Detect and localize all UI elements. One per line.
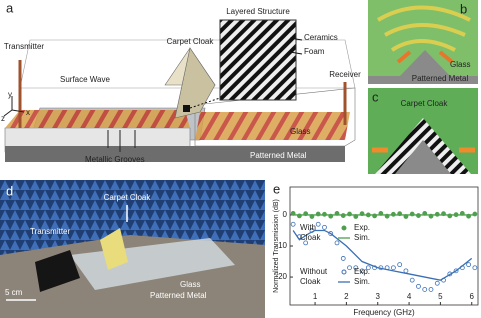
data-point [290, 221, 296, 227]
panel-b: b Glass Patterned Metal [368, 0, 478, 84]
label: Foam [304, 47, 325, 56]
legend-label: Exp. [354, 223, 370, 232]
data-point [340, 256, 346, 261]
panel-letter: d [6, 183, 13, 198]
legend-group-label: With [300, 223, 316, 232]
data-point [434, 280, 440, 286]
panel-c: c Carpet Cloak [368, 88, 478, 174]
label: Carpet Cloak [167, 37, 215, 46]
label: Glass [290, 127, 310, 136]
axis-label: y [8, 90, 12, 99]
data-point [453, 268, 459, 274]
label: Surface Wave [60, 75, 110, 84]
legend-group-label: Cloak [300, 277, 321, 286]
label: Transmitter [30, 227, 70, 236]
legend-swatch [341, 269, 347, 275]
x-axis-label: Frequency (GHz) [353, 308, 415, 317]
data-point [303, 240, 309, 246]
x-tick-label: 6 [470, 292, 475, 301]
data-point [428, 287, 434, 292]
label: 5 cm [5, 288, 23, 297]
data-point [328, 231, 334, 236]
data-point [334, 240, 340, 246]
axis-label: x [26, 108, 30, 117]
x-tick-label: 1 [313, 292, 318, 301]
label: Ceramics [304, 33, 338, 42]
data-point [359, 268, 365, 274]
label: Glass [450, 60, 470, 69]
data-point [353, 265, 359, 271]
legend-group-label: Cloak [300, 233, 321, 242]
label: Patterned Metal [150, 291, 207, 300]
label: Layered Structure [226, 7, 290, 16]
panel-d: d Carpet Cloak Transmitter 5 cm Glass Pa… [0, 180, 265, 318]
legend-label: Sim. [354, 277, 370, 286]
data-point [409, 277, 415, 283]
x-tick-label: 5 [438, 292, 443, 301]
data-point [403, 268, 409, 274]
data-point [347, 265, 352, 271]
label: Carpet Cloak [104, 193, 152, 202]
data-point [416, 283, 421, 289]
y-axis-label: Normalized Transmission (dB) [273, 199, 280, 293]
label: Glass [180, 280, 200, 289]
data-point [422, 287, 428, 292]
legend-group-label: Without [300, 267, 328, 276]
series-line [292, 229, 473, 281]
data-point [365, 265, 371, 271]
data-point [322, 224, 327, 230]
legend-swatch [341, 225, 347, 231]
label: Receiver [329, 70, 361, 79]
y-tick-label: -10 [275, 241, 287, 250]
y-tick-label: 0 [283, 210, 288, 219]
y-tick-label: -20 [275, 272, 287, 281]
label: Carpet Cloak [401, 99, 449, 108]
legend-label: Exp. [354, 267, 370, 276]
panel-e: e Frequency (GHz) Normalized Transmissio… [273, 181, 479, 317]
data-point [315, 221, 321, 227]
label: Patterned Metal [412, 74, 469, 83]
panel-letter: b [460, 1, 467, 16]
data-point [397, 262, 403, 268]
data-point [472, 265, 478, 271]
axis-label: z [1, 114, 5, 123]
legend-label: Sim. [354, 233, 370, 242]
panel-letter: e [273, 181, 280, 196]
panel-a: a Transmitter Carpet Cloak Layered Struc… [1, 0, 361, 164]
panel-letter: a [6, 0, 14, 15]
label: Transmitter [4, 42, 44, 51]
data-point [390, 265, 396, 271]
x-tick-label: 3 [376, 292, 381, 301]
label: Metallic Grooves [85, 155, 145, 164]
data-point [466, 262, 472, 268]
panel-letter: c [372, 89, 379, 104]
x-tick-label: 2 [344, 292, 349, 301]
label: Patterned Metal [250, 151, 307, 160]
x-tick-label: 4 [407, 292, 412, 301]
plot-frame [289, 186, 479, 306]
